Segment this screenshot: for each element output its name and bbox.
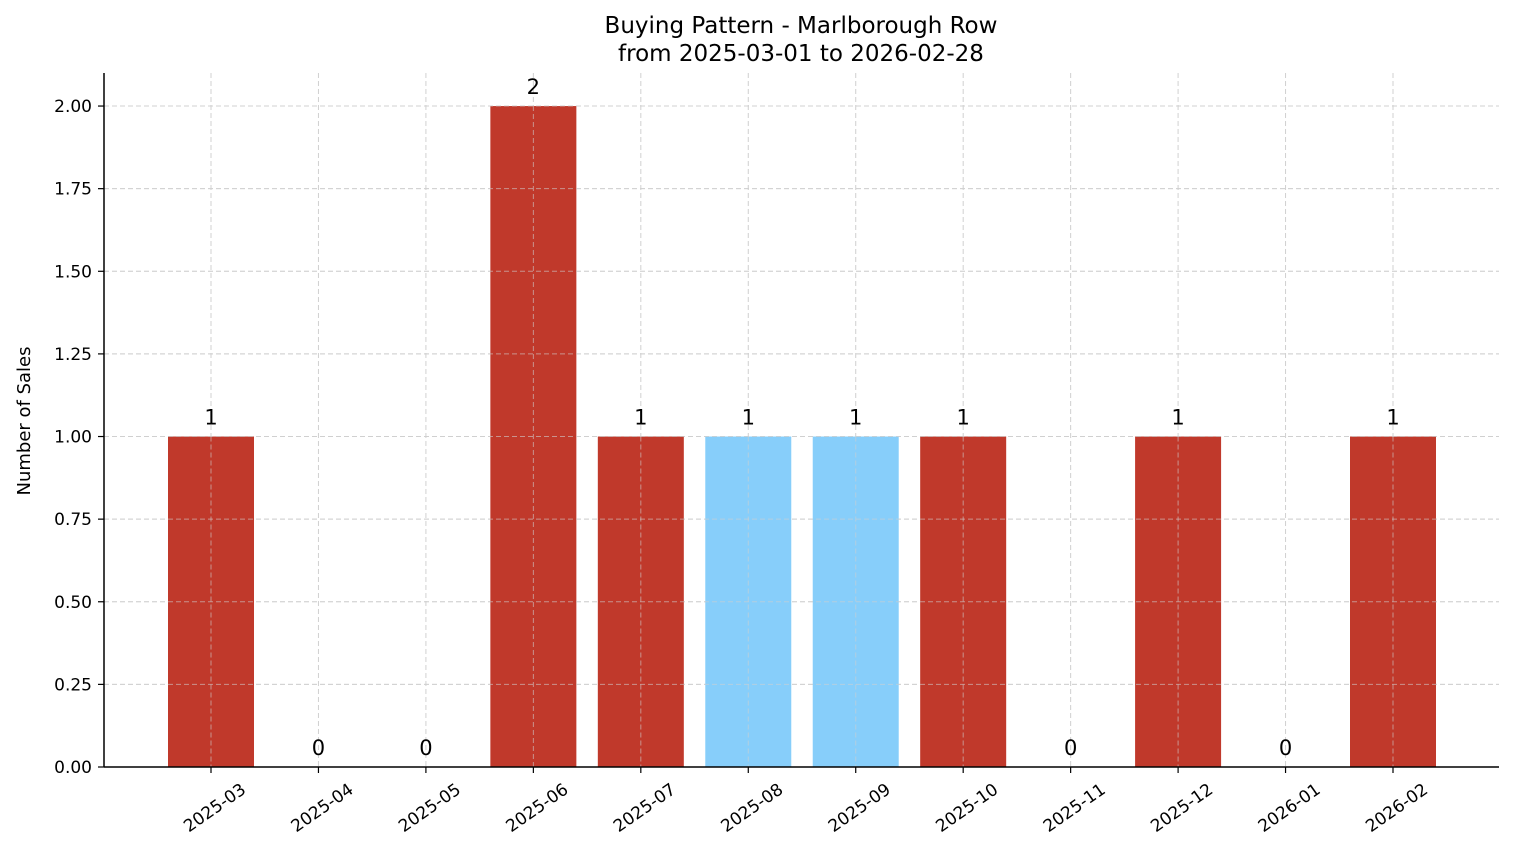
bars-layer — [104, 105, 1499, 768]
bar-value-label: 1 — [1386, 406, 1399, 430]
y-tick-label: 1.00 — [54, 428, 92, 448]
y-tick-label: 2.00 — [54, 97, 92, 117]
bar-value-label: 1 — [634, 406, 647, 430]
bar-value-label: 2 — [527, 75, 540, 99]
bar-value-label: 1 — [956, 406, 969, 430]
x-tick-label: 2025-12 — [1147, 780, 1217, 837]
bar-value-label: 1 — [742, 406, 755, 430]
bar-value-label: 1 — [849, 406, 862, 430]
y-tick-label: 0.25 — [54, 675, 92, 695]
bar-value-label: 1 — [204, 406, 217, 430]
y-tick-label: 0.75 — [54, 510, 92, 530]
x-tick-label: 2026-02 — [1362, 780, 1432, 837]
y-tick-label: 0.00 — [54, 758, 92, 778]
y-tick-label: 1.50 — [54, 262, 92, 282]
chart-title: Buying Pattern - Marlborough Row — [605, 13, 998, 39]
x-tick-label: 2025-08 — [717, 780, 787, 837]
x-tick-label: 2025-10 — [932, 780, 1002, 837]
y-tick-label: 0.50 — [54, 593, 92, 613]
x-tick-label: 2025-03 — [180, 780, 250, 837]
y-axis-label: Number of Sales — [14, 346, 35, 495]
x-tick-label: 2025-06 — [503, 780, 573, 837]
grid-layer — [104, 73, 1499, 767]
x-tick-label: 2025-07 — [610, 780, 680, 837]
x-tick-label: 2026-01 — [1255, 780, 1325, 837]
bar-value-label: 0 — [312, 736, 325, 760]
y-tick-label: 1.25 — [54, 345, 92, 365]
bar-value-label: 0 — [1279, 736, 1292, 760]
x-tick-label: 2025-05 — [395, 780, 465, 837]
bar-value-label: 1 — [1171, 406, 1184, 430]
y-tick-label: 1.75 — [54, 180, 92, 200]
chart-subtitle: from 2025-03-01 to 2026-02-28 — [618, 41, 984, 67]
bar-value-label: 0 — [1064, 736, 1077, 760]
x-tick-label: 2025-04 — [288, 780, 358, 837]
bar-value-label: 0 — [419, 736, 432, 760]
x-tick-label: 2025-09 — [825, 780, 895, 837]
axes-layer — [98, 73, 1499, 773]
x-tick-label: 2025-11 — [1040, 780, 1110, 837]
